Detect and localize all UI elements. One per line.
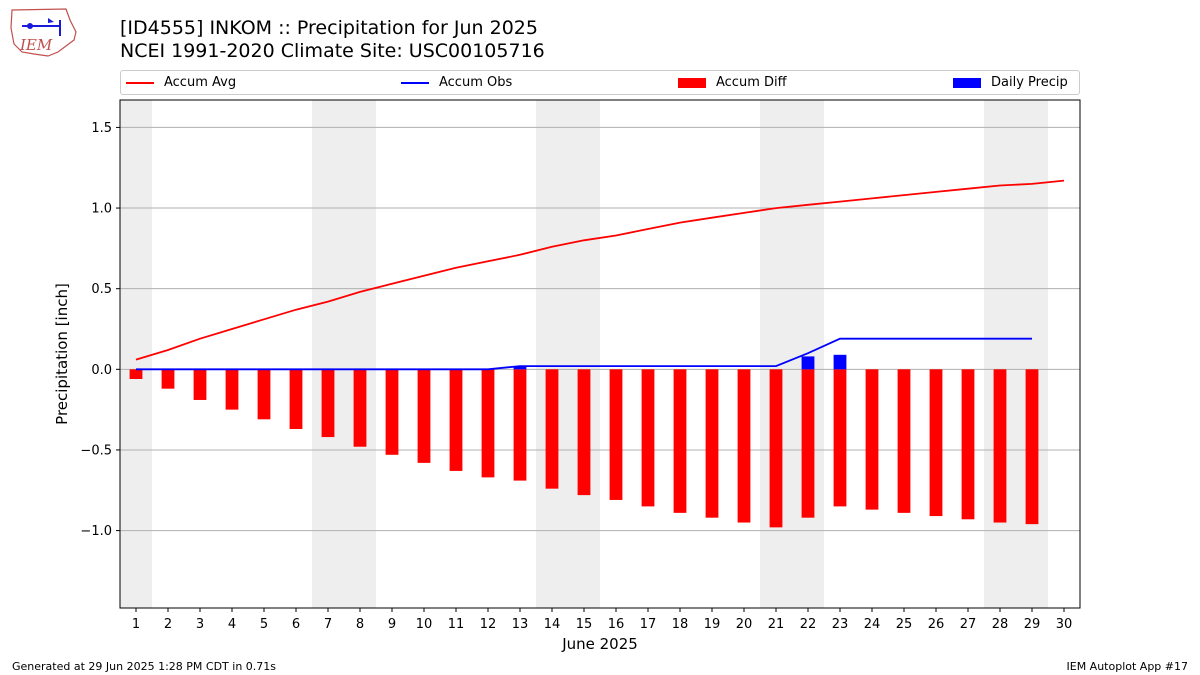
x-tick-label-1: 1 xyxy=(132,617,140,632)
y-tick-label-2: 0.0 xyxy=(91,363,112,378)
x-tick-label-24: 24 xyxy=(864,617,881,632)
legend-item-accum-diff: Accum Diff xyxy=(678,74,787,91)
legend-item-daily-precip: Daily Precip xyxy=(953,74,1068,91)
chart-title: [ID4555] INKOM :: Precipitation for Jun … xyxy=(120,17,538,39)
x-tick-label-18: 18 xyxy=(672,617,689,632)
x-axis-label: June 2025 xyxy=(561,635,638,653)
x-tick-label-16: 16 xyxy=(608,617,625,632)
accum-obs-line xyxy=(136,337,1032,371)
x-tick-label-21: 21 xyxy=(768,617,785,632)
legend-swatch-accum-obs xyxy=(401,81,429,84)
x-tick-label-29: 29 xyxy=(1024,617,1041,632)
accum-diff-bar-day-7 xyxy=(321,369,335,438)
legend-item-accum-avg: Accum Avg xyxy=(126,74,236,91)
accum-diff-bar-day-12 xyxy=(481,369,495,478)
accum-diff-bar-day-11 xyxy=(449,369,463,471)
accum-diff-bar-day-3 xyxy=(193,369,207,400)
x-tick-label-22: 22 xyxy=(800,617,817,632)
y-tick-label-4: 1.0 xyxy=(91,202,112,217)
generated-timestamp: Generated at 29 Jun 2025 1:28 PM CDT in … xyxy=(12,660,277,673)
y-tick-label-5: 1.5 xyxy=(91,121,112,136)
x-tick-label-14: 14 xyxy=(544,617,561,632)
x-tick-label-4: 4 xyxy=(228,617,236,632)
x-tick-label-20: 20 xyxy=(736,617,753,632)
legend-label-accum-obs: Accum Obs xyxy=(439,75,513,90)
accum-diff-bar-day-8 xyxy=(353,369,367,447)
x-tick-label-8: 8 xyxy=(356,617,364,632)
x-tick-label-3: 3 xyxy=(196,617,204,632)
plot-frame xyxy=(119,99,1081,609)
legend-label-accum-diff: Accum Diff xyxy=(716,75,787,90)
x-tick-label-30: 30 xyxy=(1056,617,1073,632)
legend-label-accum-avg: Accum Avg xyxy=(164,75,237,90)
y-tick-label-3: 0.5 xyxy=(91,282,112,297)
x-tick-label-9: 9 xyxy=(388,617,396,632)
x-tick-label-26: 26 xyxy=(928,617,945,632)
daily-precip-bar-day-23 xyxy=(833,354,847,370)
x-tick-label-17: 17 xyxy=(640,617,657,632)
daily-precip-bar-day-13 xyxy=(513,366,527,370)
accum-diff-bar-day-29 xyxy=(1025,369,1039,525)
accum-diff-bar-day-13 xyxy=(513,369,527,481)
x-tick-label-6: 6 xyxy=(292,617,300,632)
accum-diff-bar-day-25 xyxy=(897,369,911,513)
x-tick-label-28: 28 xyxy=(992,617,1009,632)
legend-swatch-daily-precip xyxy=(953,77,981,88)
x-tick-label-23: 23 xyxy=(832,617,849,632)
svg-text:IEM: IEM xyxy=(19,36,53,54)
x-tick-label-2: 2 xyxy=(164,617,172,632)
accum-diff-bar-day-24 xyxy=(865,369,879,510)
x-tick-label-5: 5 xyxy=(260,617,268,632)
accum-diff-bar-day-27 xyxy=(961,369,975,520)
accum-diff-bar-day-10 xyxy=(417,369,431,463)
accum-diff-bar-day-14 xyxy=(545,369,559,489)
x-tick-label-25: 25 xyxy=(896,617,913,632)
accum-diff-bar-day-15 xyxy=(577,369,591,496)
x-tick-label-11: 11 xyxy=(448,617,465,632)
x-tick-label-19: 19 xyxy=(704,617,721,632)
weekend-band-3 xyxy=(536,100,600,608)
x-tick-label-15: 15 xyxy=(576,617,593,632)
accum-diff-bar-day-5 xyxy=(257,369,271,420)
y-tick-label-0: −1.0 xyxy=(80,524,112,539)
y-axis-label: Precipitation [inch] xyxy=(53,283,71,425)
x-tick-label-10: 10 xyxy=(416,617,433,632)
legend-swatch-accum-avg xyxy=(126,81,154,84)
accum-diff-bar-day-4 xyxy=(225,369,239,410)
accum-diff-bar-day-9 xyxy=(385,369,399,455)
accum-diff-bar-day-1 xyxy=(129,369,143,379)
chart-subtitle: NCEI 1991-2020 Climate Site: USC00105716 xyxy=(120,40,545,62)
accum-diff-bar-day-23 xyxy=(833,369,847,507)
accum-diff-bar-day-17 xyxy=(641,369,655,507)
daily-precip-bar-day-22 xyxy=(801,356,815,370)
y-tick-label-1: −0.5 xyxy=(80,443,112,458)
accum-diff-bar-day-21 xyxy=(769,369,783,528)
accum-diff-bar-day-26 xyxy=(929,369,943,517)
x-tick-label-27: 27 xyxy=(960,617,977,632)
x-tick-label-7: 7 xyxy=(324,617,332,632)
accum-diff-bar-day-22 xyxy=(801,369,815,518)
chart-legend: Accum Avg Accum Obs Accum Diff Daily Pre… xyxy=(120,70,1080,95)
legend-label-daily-precip: Daily Precip xyxy=(991,75,1068,90)
x-tick-label-13: 13 xyxy=(512,617,529,632)
weekend-band-4 xyxy=(760,100,824,608)
accum-diff-bar-day-28 xyxy=(993,369,1007,523)
accum-diff-bar-day-16 xyxy=(609,369,623,500)
accum-diff-bar-day-19 xyxy=(705,369,719,518)
x-tick-label-12: 12 xyxy=(480,617,497,632)
weekend-band-2 xyxy=(312,100,376,608)
accum-diff-bar-day-20 xyxy=(737,369,751,523)
accum-diff-bar-day-6 xyxy=(289,369,303,429)
legend-swatch-accum-diff xyxy=(678,77,706,88)
app-label: IEM Autoplot App #17 xyxy=(1066,660,1189,673)
accum-diff-bar-day-18 xyxy=(673,369,687,513)
accum-avg-line xyxy=(135,179,1065,361)
iem-logo: IEM xyxy=(10,8,77,57)
weekend-band-1 xyxy=(120,100,152,608)
legend-item-accum-obs: Accum Obs xyxy=(401,74,512,91)
accum-diff-bar-day-2 xyxy=(161,369,175,389)
weekend-band-5 xyxy=(984,100,1048,608)
